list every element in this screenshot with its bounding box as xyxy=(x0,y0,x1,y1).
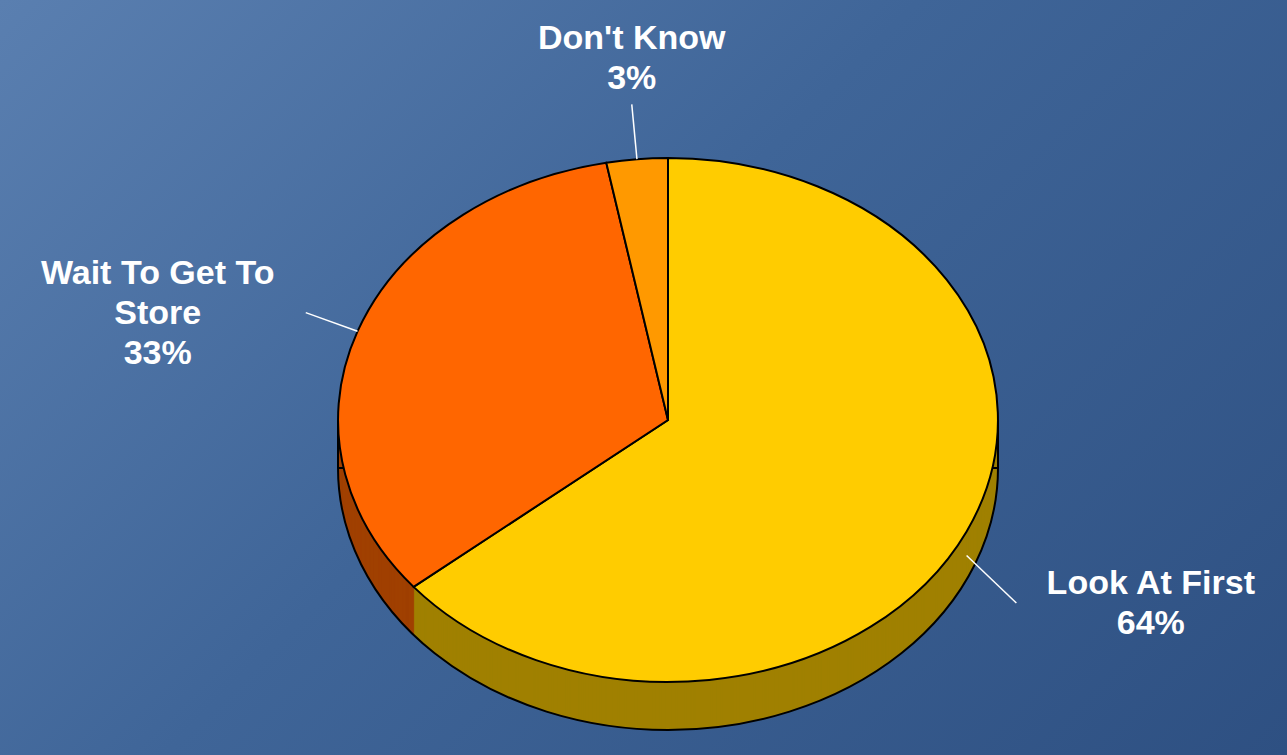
svg-text:Look At First64%: Look At First64% xyxy=(1047,563,1255,641)
svg-text:Don't Know3%: Don't Know3% xyxy=(538,18,726,96)
svg-text:Wait To Get ToStore33%: Wait To Get ToStore33% xyxy=(41,253,275,371)
